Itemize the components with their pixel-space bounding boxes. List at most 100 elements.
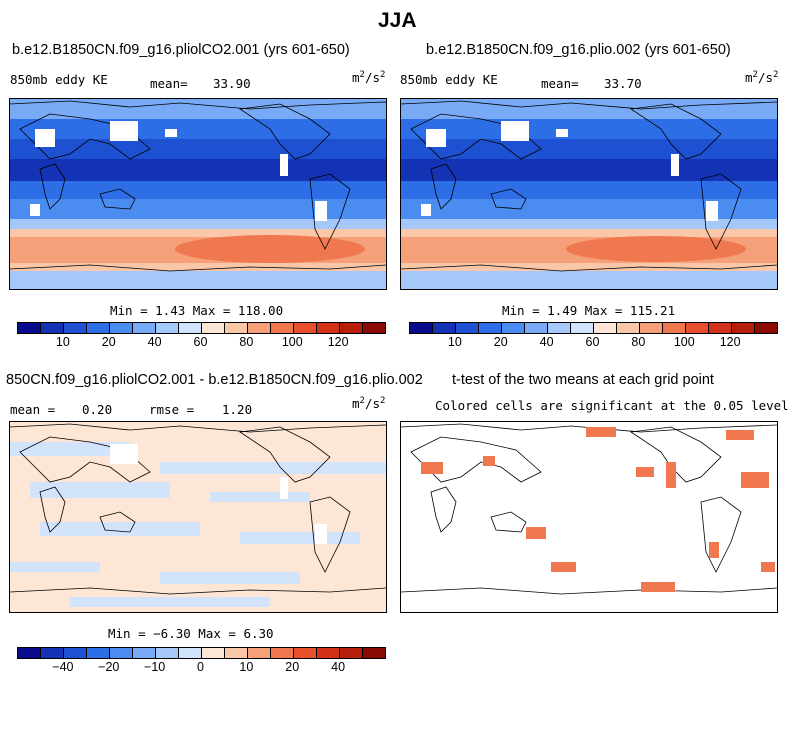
colorbar-tick-label: 80 bbox=[239, 335, 254, 349]
colorbar-swatch bbox=[133, 648, 156, 658]
colorbar-swatch bbox=[64, 648, 87, 658]
colorbar-swatch bbox=[41, 323, 64, 333]
colorbar-tick-label: 120 bbox=[327, 335, 349, 349]
colorbar-tick-label: 100 bbox=[281, 335, 303, 349]
minmax-label: Min = 1.49 Max = 115.21 bbox=[502, 303, 676, 318]
colorbar-abs-right bbox=[409, 322, 778, 334]
colorbar-tick-label: −10 bbox=[144, 660, 166, 674]
colorbar-swatch bbox=[87, 323, 110, 333]
colorbar-swatch bbox=[709, 323, 732, 333]
colorbar-tick-label: −20 bbox=[98, 660, 120, 674]
colorbar-swatch bbox=[548, 323, 571, 333]
colorbar-swatch bbox=[363, 323, 385, 333]
colorbar-swatch bbox=[340, 323, 363, 333]
colorbar-swatch bbox=[179, 648, 202, 658]
colorbar-swatch bbox=[133, 323, 156, 333]
mean-value: 33.90 bbox=[213, 76, 251, 91]
map-panel-plio bbox=[400, 98, 778, 290]
colorbar-swatch bbox=[156, 323, 179, 333]
colorbar-tick-label: 40 bbox=[147, 335, 162, 349]
figure-title: JJA bbox=[378, 9, 417, 32]
mean-label: mean= bbox=[541, 76, 579, 91]
colorbar-tick-label: 100 bbox=[673, 335, 695, 349]
colorbar-tick-label: 80 bbox=[631, 335, 646, 349]
colorbar-swatch bbox=[663, 323, 686, 333]
colorbar-tick-label: 60 bbox=[193, 335, 208, 349]
colorbar-swatch bbox=[202, 648, 225, 658]
colorbar-swatch bbox=[110, 323, 133, 333]
variable-label: 850mb eddy KE bbox=[10, 72, 108, 87]
variable-label: 850mb eddy KE bbox=[400, 72, 498, 87]
colorbar-swatch bbox=[271, 648, 294, 658]
colorbar-tick-label: 40 bbox=[331, 660, 346, 674]
panel-title: b.e12.B1850CN.f09_g16.plio.002 (yrs 601-… bbox=[426, 42, 731, 58]
colorbar-swatch bbox=[110, 648, 133, 658]
colorbar-tick-label: 10 bbox=[239, 660, 254, 674]
colorbar-swatch bbox=[18, 648, 41, 658]
mean-label: mean = bbox=[10, 402, 56, 417]
panel-title: 850CN.f09_g16.pliolCO2.001 - b.e12.B1850… bbox=[6, 372, 423, 388]
panel-title: t-test of the two means at each grid poi… bbox=[452, 372, 714, 388]
colorbar-swatch bbox=[248, 648, 271, 658]
colorbar-swatch bbox=[617, 323, 640, 333]
colorbar-swatch bbox=[433, 323, 456, 333]
colorbar-tick-label: 0 bbox=[197, 660, 204, 674]
units-label: m2/s2 bbox=[745, 70, 779, 86]
colorbar-swatch bbox=[363, 648, 385, 658]
mean-value: 33.70 bbox=[604, 76, 642, 91]
rmse-label: rmse = bbox=[149, 402, 195, 417]
map-panel-diff bbox=[9, 421, 387, 613]
colorbar-swatch bbox=[317, 648, 340, 658]
colorbar-swatch bbox=[410, 323, 433, 333]
colorbar-tick-label: −40 bbox=[52, 660, 74, 674]
colorbar-tick-label: 120 bbox=[719, 335, 741, 349]
colorbar-swatch bbox=[479, 323, 502, 333]
colorbar-swatch bbox=[225, 648, 248, 658]
rmse-value: 1.20 bbox=[222, 402, 253, 417]
colorbar-swatch bbox=[686, 323, 709, 333]
colorbar-swatch bbox=[640, 323, 663, 333]
colorbar-swatch bbox=[340, 648, 363, 658]
colorbar-swatch bbox=[64, 323, 87, 333]
units-label: m2/s2 bbox=[352, 396, 386, 412]
map-panel-ttest bbox=[400, 421, 778, 613]
panel-title: b.e12.B1850CN.f09_g16.pliolCO2.001 (yrs … bbox=[12, 42, 350, 58]
colorbar-tick-label: 20 bbox=[285, 660, 300, 674]
eddy-ke-map bbox=[401, 99, 777, 289]
mean-value: 0.20 bbox=[82, 402, 113, 417]
colorbar-swatch bbox=[294, 648, 317, 658]
colorbar-swatch bbox=[179, 323, 202, 333]
colorbar-swatch bbox=[317, 323, 340, 333]
mean-label: mean= bbox=[150, 76, 188, 91]
colorbar-swatch bbox=[294, 323, 317, 333]
colorbar-tick-label: 20 bbox=[101, 335, 116, 349]
minmax-label: Min = −6.30 Max = 6.30 bbox=[108, 626, 274, 641]
significance-map bbox=[401, 422, 777, 612]
colorbar-abs-left bbox=[17, 322, 386, 334]
colorbar-swatch bbox=[755, 323, 777, 333]
minmax-label: Min = 1.43 Max = 118.00 bbox=[110, 303, 284, 318]
eddy-ke-map bbox=[10, 99, 386, 289]
colorbar-swatch bbox=[225, 323, 248, 333]
colorbar-tick-label: 10 bbox=[55, 335, 70, 349]
colorbar-swatch bbox=[156, 648, 179, 658]
colorbar-tick-label: 20 bbox=[493, 335, 508, 349]
colorbar-swatch bbox=[571, 323, 594, 333]
colorbar-swatch bbox=[502, 323, 525, 333]
colorbar-swatch bbox=[18, 323, 41, 333]
colorbar-swatch bbox=[594, 323, 617, 333]
map-panel-ctrl bbox=[9, 98, 387, 290]
colorbar-swatch bbox=[525, 323, 548, 333]
difference-map bbox=[10, 422, 386, 612]
colorbar-tick-label: 40 bbox=[539, 335, 554, 349]
colorbar-swatch bbox=[41, 648, 64, 658]
colorbar-swatch bbox=[202, 323, 225, 333]
colorbar-tick-label: 10 bbox=[447, 335, 462, 349]
colorbar-swatch bbox=[87, 648, 110, 658]
panel-subtitle: Colored cells are significant at the 0.0… bbox=[435, 398, 789, 413]
colorbar-swatch bbox=[732, 323, 755, 333]
units-label: m2/s2 bbox=[352, 70, 386, 86]
colorbar-swatch bbox=[248, 323, 271, 333]
colorbar-swatch bbox=[271, 323, 294, 333]
colorbar-diff bbox=[17, 647, 386, 659]
